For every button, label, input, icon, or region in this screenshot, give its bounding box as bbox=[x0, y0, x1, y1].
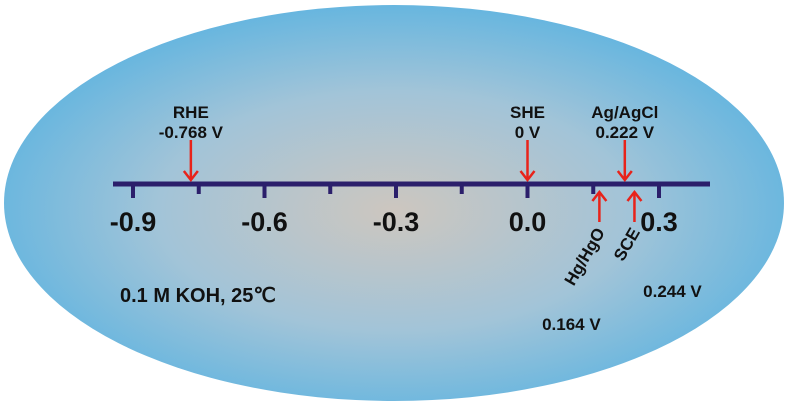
tick-label: -0.9 bbox=[110, 207, 157, 237]
arrow-head bbox=[616, 170, 633, 183]
reference-value: 0 V bbox=[515, 123, 541, 142]
reference-value: 0.164 V bbox=[542, 315, 601, 334]
arrow-head bbox=[182, 170, 199, 183]
reference-value: 0.222 V bbox=[596, 123, 655, 142]
tick-label: 0.3 bbox=[640, 207, 678, 237]
tick-label: -0.6 bbox=[241, 207, 288, 237]
reference-rhe: RHE-0.768 V bbox=[159, 103, 224, 183]
background-ellipse bbox=[4, 5, 784, 401]
tick-label: -0.3 bbox=[373, 207, 420, 237]
reference-name: Ag/AgCl bbox=[591, 103, 658, 122]
axis-ticks: -0.9 -0.6 -0.3 0.0 0.3 bbox=[110, 184, 678, 237]
reference-name: RHE bbox=[173, 103, 209, 122]
condition-label: 0.1 M KOH, 25℃ bbox=[120, 285, 276, 307]
arrow-head bbox=[591, 189, 608, 202]
arrow-head bbox=[519, 170, 536, 183]
reference-name: SHE bbox=[510, 103, 545, 122]
tick-label: 0.0 bbox=[509, 207, 547, 237]
reference-value: -0.768 V bbox=[159, 123, 224, 142]
reference-value: 0.244 V bbox=[643, 282, 702, 301]
arrow-head bbox=[626, 189, 643, 202]
